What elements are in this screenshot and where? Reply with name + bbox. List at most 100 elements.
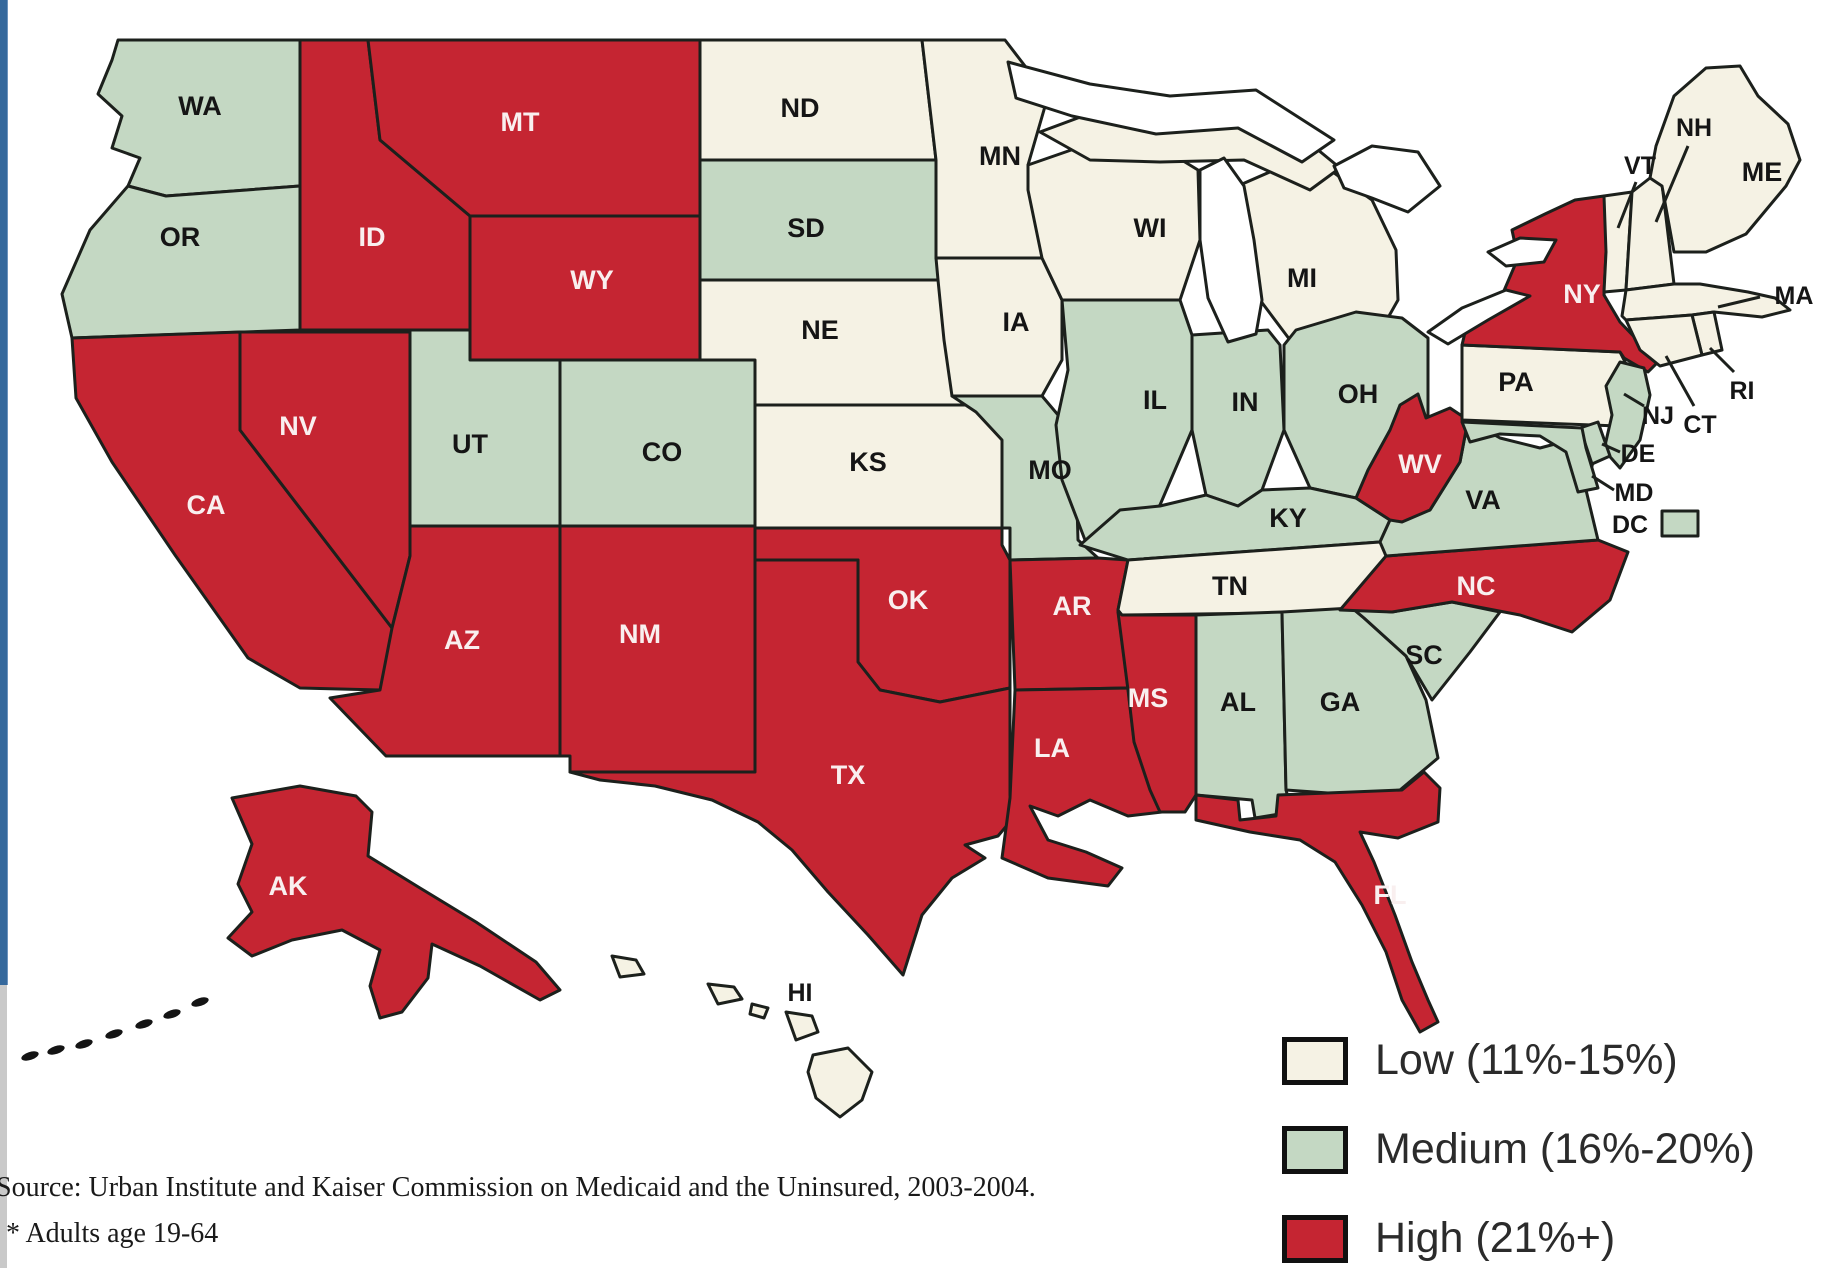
state-label-tn: TN bbox=[1212, 571, 1248, 601]
legend: Low (11%-15%) Medium (16%-20%) High (21%+) bbox=[1282, 1036, 1755, 1268]
state-label-ne: NE bbox=[801, 315, 839, 345]
state-label-nd: ND bbox=[781, 93, 820, 123]
leader-line-md bbox=[1591, 474, 1615, 492]
aleutian-island-dot bbox=[163, 1009, 181, 1019]
state-label-in: IN bbox=[1232, 387, 1259, 417]
legend-swatch-high bbox=[1282, 1214, 1348, 1263]
state-label-nh: NH bbox=[1676, 114, 1712, 142]
state-label-mt: MT bbox=[501, 107, 540, 137]
state-label-ut: UT bbox=[452, 429, 488, 459]
state-label-md: MD bbox=[1615, 479, 1654, 507]
state-label-oh: OH bbox=[1338, 379, 1379, 409]
state-label-de: DE bbox=[1621, 440, 1656, 468]
state-label-sd: SD bbox=[787, 213, 825, 243]
state-shape-nm bbox=[558, 524, 757, 774]
state-label-ar: AR bbox=[1053, 591, 1092, 621]
legend-item-low: Low (11%-15%) bbox=[1282, 1036, 1755, 1085]
state-shape-or bbox=[60, 184, 302, 340]
window-edge-strip-bottom bbox=[0, 985, 7, 1268]
lake-huron bbox=[1332, 144, 1442, 214]
legend-swatch-low bbox=[1282, 1036, 1348, 1085]
state-shape-vt bbox=[1602, 190, 1634, 294]
state-label-ga: GA bbox=[1320, 687, 1361, 717]
legend-item-medium: Medium (16%-20%) bbox=[1282, 1125, 1755, 1174]
aleutian-island-dot bbox=[105, 1029, 123, 1039]
state-shape-tx bbox=[568, 558, 1022, 977]
aleutian-island-dot bbox=[21, 1051, 39, 1061]
state-label-az: AZ bbox=[444, 625, 480, 655]
state-label-ny: NY bbox=[1563, 279, 1601, 309]
state-label-ct: CT bbox=[1683, 411, 1716, 439]
state-shape-ct bbox=[1624, 313, 1704, 368]
aleutian-island-dot bbox=[75, 1039, 93, 1049]
state-label-ca: CA bbox=[187, 490, 226, 520]
state-label-ky: KY bbox=[1269, 503, 1307, 533]
state-label-nc: NC bbox=[1457, 571, 1496, 601]
state-label-al: AL bbox=[1220, 687, 1256, 717]
aleutian-island-dot bbox=[135, 1019, 153, 1029]
aleutian-island-dot bbox=[191, 997, 209, 1007]
state-shape-ia bbox=[934, 256, 1064, 398]
leader-line-de bbox=[1601, 442, 1621, 454]
state-shape-wi bbox=[1026, 138, 1202, 302]
state-shape-hi bbox=[784, 1010, 820, 1042]
state-label-ia: IA bbox=[1003, 307, 1030, 337]
state-shape-nj bbox=[1602, 360, 1652, 470]
leader-line-ct bbox=[1664, 355, 1696, 407]
lake-superior bbox=[1006, 60, 1336, 164]
state-label-wa: WA bbox=[178, 91, 222, 121]
window-edge-strip bbox=[0, 0, 8, 985]
state-shape-me bbox=[1648, 64, 1802, 254]
state-shape-in bbox=[1190, 328, 1286, 508]
state-label-ri: RI bbox=[1730, 377, 1755, 405]
state-label-ak: AK bbox=[269, 871, 308, 901]
state-shape-ak bbox=[226, 784, 562, 1020]
state-label-nm: NM bbox=[619, 619, 661, 649]
state-label-co: CO bbox=[642, 437, 683, 467]
legend-item-high: High (21%+) bbox=[1282, 1214, 1755, 1263]
leader-line-ma bbox=[1717, 295, 1761, 309]
state-shape-ut bbox=[408, 328, 562, 528]
state-label-sc: SC bbox=[1405, 640, 1443, 670]
state-label-wy: WY bbox=[570, 265, 614, 295]
state-label-nv: NV bbox=[279, 411, 317, 441]
leader-line-vt bbox=[1616, 181, 1638, 229]
state-label-la: LA bbox=[1034, 733, 1070, 763]
state-label-tx: TX bbox=[831, 760, 866, 790]
state-label-va: VA bbox=[1465, 485, 1501, 515]
leader-line-nh bbox=[1654, 145, 1690, 223]
state-label-ma: MA bbox=[1775, 282, 1814, 310]
state-shape-hi bbox=[748, 1002, 770, 1020]
state-label-fl: FL bbox=[1374, 880, 1407, 910]
state-label-pa: PA bbox=[1498, 367, 1534, 397]
state-label-id: ID bbox=[359, 222, 386, 252]
state-shape-wv bbox=[1354, 392, 1470, 524]
legend-label-low: Low (11%-15%) bbox=[1375, 1036, 1678, 1084]
footnote-adults: * Adults age 19-64 bbox=[6, 1218, 219, 1249]
leader-line-nj bbox=[1623, 392, 1645, 408]
legend-label-medium: Medium (16%-20%) bbox=[1375, 1125, 1755, 1173]
state-label-wi: WI bbox=[1134, 213, 1167, 243]
state-label-nj: NJ bbox=[1642, 402, 1674, 430]
state-label-il: IL bbox=[1143, 385, 1167, 415]
state-label-me: ME bbox=[1742, 157, 1783, 187]
source-note: Source: Urban Institute and Kaiser Commi… bbox=[0, 1172, 1036, 1203]
lake-erie bbox=[1426, 288, 1532, 346]
state-label-ms: MS bbox=[1128, 683, 1169, 713]
state-label-vt: VT bbox=[1624, 152, 1656, 180]
legend-swatch-medium bbox=[1282, 1125, 1348, 1174]
state-label-ok: OK bbox=[888, 585, 929, 615]
state-label-mn: MN bbox=[979, 141, 1021, 171]
state-label-wv: WV bbox=[1398, 449, 1442, 479]
state-label-mo: MO bbox=[1028, 455, 1072, 485]
leader-line-ri bbox=[1708, 346, 1736, 374]
state-shape-md bbox=[1460, 420, 1600, 494]
state-shape-ar bbox=[1008, 556, 1130, 692]
state-shape-fl bbox=[1194, 770, 1442, 1034]
legend-label-high: High (21%+) bbox=[1375, 1214, 1616, 1262]
lake-ontario bbox=[1486, 236, 1558, 268]
state-swatch-dc bbox=[1660, 509, 1700, 538]
state-shape-hi bbox=[806, 1046, 874, 1119]
